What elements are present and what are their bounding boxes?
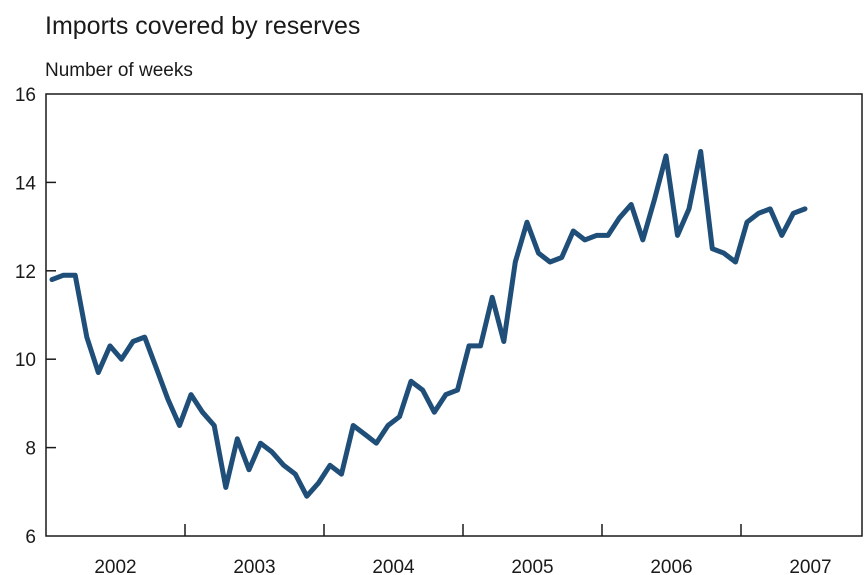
chart-title: Imports covered by reserves: [45, 12, 361, 40]
y-tick-label: 12: [15, 262, 36, 283]
chart-axes: [45, 93, 863, 537]
series-line: [49, 149, 808, 499]
x-tick-label: 2003: [233, 557, 275, 575]
x-tick-label: 2006: [650, 557, 692, 575]
y-tick-label: 10: [15, 350, 36, 371]
plot-frame: [45, 93, 863, 537]
y-axis-ticks: 6 8 10 12 14 16: [15, 85, 56, 548]
x-tick-label: 2007: [789, 557, 831, 575]
y-tick-label: 14: [15, 173, 37, 194]
y-tick-label: 8: [25, 439, 36, 460]
x-axis-ticks: 2002 2003 2004 2005 2006 2007: [94, 524, 832, 575]
y-tick-label: 6: [25, 527, 36, 548]
y-tick-label: 16: [15, 85, 36, 106]
x-tick-label: 2005: [511, 557, 553, 575]
x-tick-label: 2004: [372, 557, 415, 575]
y-axis-label: Number of weeks: [45, 60, 193, 81]
x-tick-label: 2002: [94, 557, 136, 575]
series-group: [49, 149, 808, 499]
